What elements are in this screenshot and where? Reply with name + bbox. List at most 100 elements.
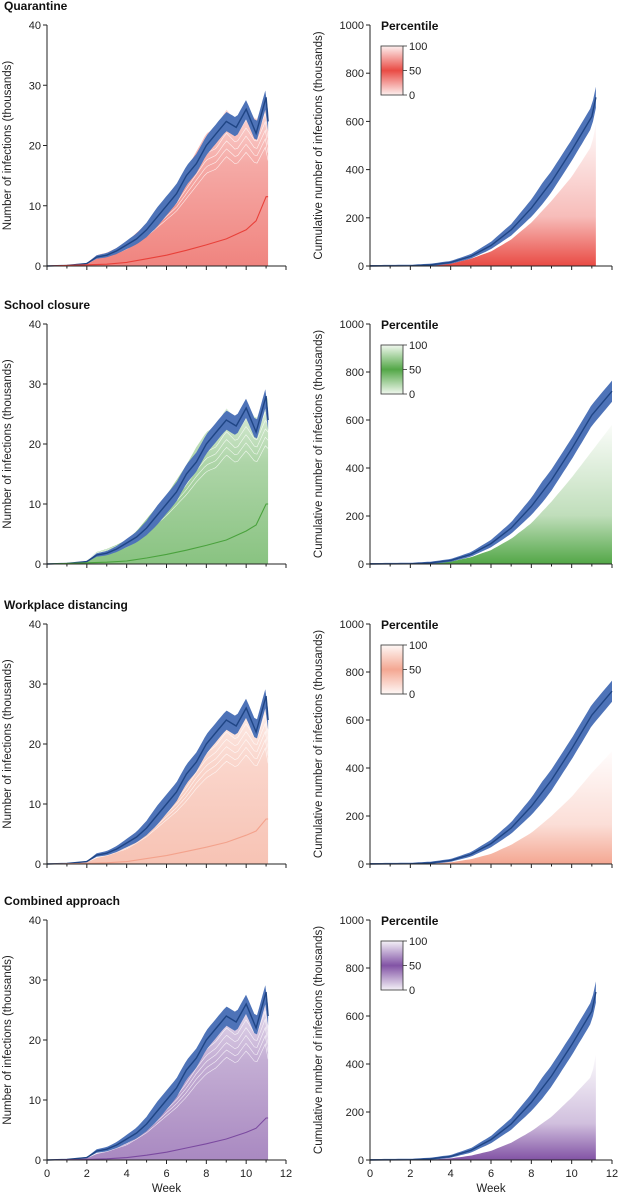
y-axis-label: Cumulative number of infections (thousan… <box>313 926 325 1154</box>
legend-tick-label: 0 <box>409 985 415 997</box>
chart-panel-1: Quarantine 0 10 20 30 40 Number of infections … <box>2 0 287 273</box>
y-tick-label: 800 <box>346 68 364 80</box>
legend-colorbar <box>380 344 404 395</box>
y-tick-label: 10 <box>29 799 41 811</box>
simulation-area <box>370 123 596 266</box>
y-tick-label: 600 <box>346 415 364 427</box>
y-tick-label: 800 <box>346 367 364 379</box>
y-tick-label: 400 <box>346 763 364 775</box>
y-tick-label: 20 <box>29 1035 41 1047</box>
legend-title: Percentile <box>381 618 439 632</box>
legend-colorbar <box>380 45 404 96</box>
baseline-line <box>369 991 597 1161</box>
panel-title: Quarantine <box>4 0 68 13</box>
legend-colorbar <box>380 644 404 695</box>
y-axis-label: Cumulative number of infections (thousan… <box>313 330 325 558</box>
baseline-line <box>46 695 269 865</box>
x-tick-label: 2 <box>407 1168 413 1180</box>
x-tick-label: 10 <box>566 1168 578 1180</box>
y-axis-label: Cumulative number of infections (thousan… <box>313 630 325 858</box>
intervention-line <box>46 503 269 565</box>
legend-title: Percentile <box>381 318 439 332</box>
x-tick-label: 0 <box>367 1168 373 1180</box>
x-tick-label: 10 <box>240 1168 252 1180</box>
x-axis-label: Week <box>476 1183 505 1195</box>
y-tick-label: 30 <box>29 80 41 92</box>
y-tick-label: 800 <box>346 667 364 679</box>
y-tick-label: 20 <box>29 739 41 751</box>
panel-title: School closure <box>4 298 90 312</box>
x-tick-label: 8 <box>203 1168 209 1180</box>
x-tick-label: 12 <box>280 1168 292 1180</box>
legend-colorbar <box>380 940 404 991</box>
y-tick-label: 0 <box>35 1155 41 1167</box>
baseline-line <box>46 97 269 267</box>
y-tick-label: 1000 <box>340 319 364 331</box>
legend-tick-label: 0 <box>409 689 415 701</box>
y-tick-label: 400 <box>346 1059 364 1071</box>
y-tick-label: 600 <box>346 715 364 727</box>
y-tick-label: 200 <box>346 1107 364 1119</box>
intervention-line <box>46 196 269 267</box>
y-tick-label: 10 <box>29 201 41 213</box>
legend-title: Percentile <box>381 19 439 33</box>
y-tick-label: 200 <box>346 213 364 225</box>
y-tick-label: 20 <box>29 439 41 451</box>
simulation-area <box>370 1054 596 1160</box>
panel-title: Combined approach <box>4 894 120 908</box>
y-tick-label: 40 <box>29 619 41 631</box>
y-tick-label: 400 <box>346 463 364 475</box>
baseline-line <box>46 395 269 565</box>
y-tick-label: 40 <box>29 319 41 331</box>
y-tick-label: 400 <box>346 165 364 177</box>
y-tick-label: 0 <box>358 261 364 273</box>
baseline-band <box>370 981 596 1160</box>
chart-panel-4: 0 200 400 600 800 1000 Cumulative number of in… <box>313 318 613 571</box>
y-tick-label: 30 <box>29 379 41 391</box>
baseline-band <box>47 689 269 864</box>
y-tick-label: 20 <box>29 141 41 153</box>
baseline-line <box>369 97 597 267</box>
y-tick-label: 600 <box>346 1011 364 1023</box>
y-tick-label: 1000 <box>340 915 364 927</box>
y-tick-label: 600 <box>346 116 364 128</box>
legend-tick-label: 0 <box>409 90 415 102</box>
intervention-line <box>46 1117 269 1161</box>
legend-tick-label: 100 <box>409 936 427 948</box>
y-tick-label: 800 <box>346 963 364 975</box>
x-tick-label: 6 <box>488 1168 494 1180</box>
y-axis-label: Number of infections (thousands) <box>2 955 14 1125</box>
baseline-line <box>369 390 613 565</box>
x-tick-label: 4 <box>448 1168 454 1180</box>
y-axis-label: Number of infections (thousands) <box>2 359 14 529</box>
x-tick-label: 2 <box>84 1168 90 1180</box>
legend-tick-label: 50 <box>409 665 421 677</box>
chart-panel-5: Workplace distancing 0 10 20 30 40 Number of i… <box>2 598 287 871</box>
y-tick-label: 0 <box>35 859 41 871</box>
y-tick-label: 0 <box>35 559 41 571</box>
legend-tick-label: 0 <box>409 389 415 401</box>
y-tick-label: 30 <box>29 975 41 987</box>
x-tick-label: 12 <box>606 1168 618 1180</box>
y-tick-label: 1000 <box>340 619 364 631</box>
y-tick-label: 200 <box>346 511 364 523</box>
baseline-band <box>47 389 269 564</box>
y-tick-label: 30 <box>29 679 41 691</box>
y-tick-label: 10 <box>29 499 41 511</box>
baseline-band <box>370 86 596 266</box>
chart-panel-3: School closure 0 10 20 30 40 Number of infecti… <box>2 298 287 571</box>
baseline-band <box>47 985 269 1160</box>
y-tick-label: 40 <box>29 915 41 927</box>
x-tick-label: 8 <box>528 1168 534 1180</box>
legend-tick-label: 100 <box>409 340 427 352</box>
y-tick-label: 0 <box>358 1155 364 1167</box>
x-tick-label: 0 <box>44 1168 50 1180</box>
x-tick-label: 4 <box>124 1168 130 1180</box>
legend-tick-label: 100 <box>409 640 427 652</box>
simulation-area <box>370 751 612 864</box>
intervention-line <box>46 818 269 865</box>
x-tick-label: 6 <box>163 1168 169 1180</box>
